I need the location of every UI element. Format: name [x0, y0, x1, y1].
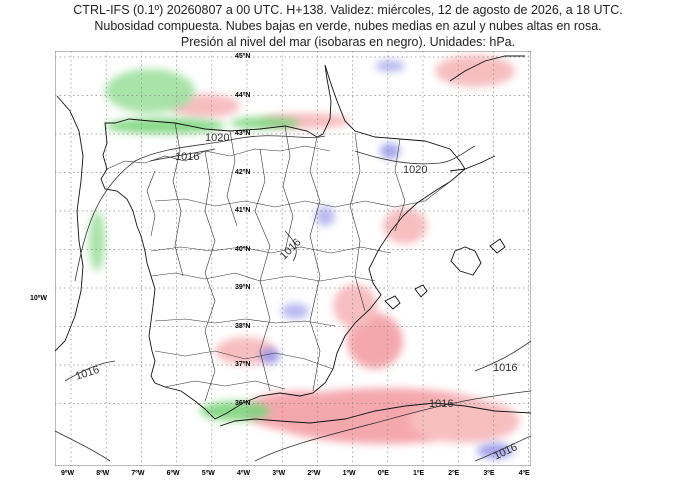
map-units: Presión al nivel del mar (isobaras en ne… — [180, 35, 516, 49]
latitude-label: 40ºN — [235, 245, 251, 253]
side-longitude-label: 10ºW — [30, 295, 47, 302]
isobar-label: 1016 — [493, 362, 517, 374]
longitude-label: 7ºW — [131, 470, 145, 477]
latitude-label: 38ºN — [235, 322, 251, 330]
latitude-label: 41ºN — [235, 207, 251, 214]
isobar-label: 1020 — [205, 132, 229, 144]
isobar-label: 1016 — [429, 398, 453, 410]
weather-map: 1020 1016 1020 1016 1016 1016 1016 1016 … — [55, 51, 531, 466]
region-borders — [106, 122, 452, 402]
latitude-label: 36ºN — [235, 399, 251, 407]
longitude-label: 8ºW — [96, 470, 110, 477]
longitude-label: 9ºW — [61, 470, 75, 477]
longitude-label: 5ºW — [201, 470, 215, 477]
coastlines — [55, 55, 531, 427]
isobar-lines — [55, 135, 531, 462]
isobar-label: 1016 — [175, 151, 199, 163]
map-subtitle: Nubosidad compuesta. Nubes bajas en verd… — [94, 19, 602, 33]
longitude-label: 1ºE — [413, 470, 425, 477]
longitude-label: 1ºW — [342, 470, 356, 477]
longitude-label: 4ºW — [237, 470, 251, 477]
longitude-label: 2ºE — [448, 470, 460, 477]
isobar-label: 1020 — [403, 164, 427, 176]
latitude-label: 44ºN — [235, 91, 251, 99]
map-title: CTRL-IFS (0.1º) 20260807 a 00 UTC. H+138… — [73, 3, 623, 17]
longitude-label: 2ºW — [307, 470, 321, 477]
latitude-label: 37ºN — [235, 361, 251, 368]
latitude-label: 43ºN — [235, 130, 251, 137]
longitude-label: 6ºW — [166, 470, 180, 477]
latitude-label: 39ºN — [235, 284, 251, 291]
map-canvas: 1020 1016 1020 1016 1016 1016 1016 1016 — [55, 51, 531, 466]
latitude-label: 45ºN — [235, 53, 251, 60]
longitude-label: 3ºE — [483, 470, 495, 477]
longitude-label: 0ºE — [377, 470, 389, 477]
latitude-label: 42ºN — [235, 168, 251, 176]
longitude-label: 3ºW — [272, 470, 286, 477]
longitude-label: 4ºE — [518, 470, 530, 477]
